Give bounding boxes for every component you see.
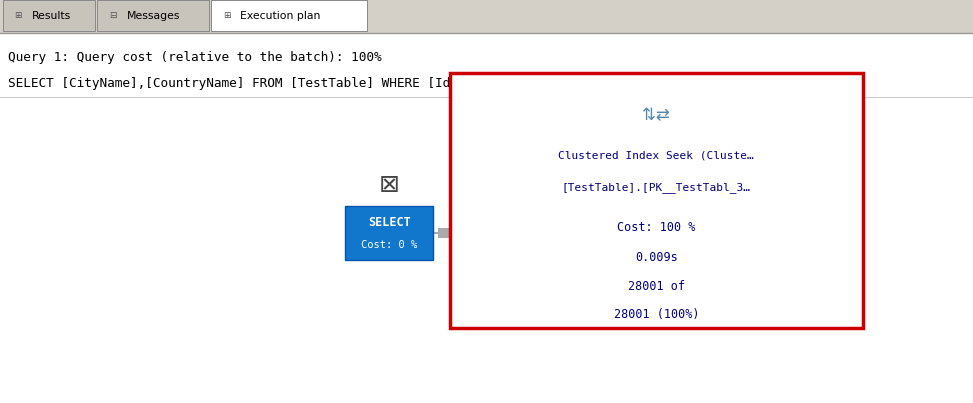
FancyBboxPatch shape	[438, 228, 450, 238]
FancyBboxPatch shape	[97, 0, 209, 31]
FancyBboxPatch shape	[3, 0, 95, 31]
Text: Messages: Messages	[126, 11, 180, 21]
FancyBboxPatch shape	[0, 33, 973, 403]
Text: Clustered Index Seek (Cluste…: Clustered Index Seek (Cluste…	[559, 150, 754, 160]
Text: 0.009s: 0.009s	[635, 251, 677, 264]
Text: ⊞: ⊞	[223, 11, 231, 20]
Text: ⇅⇄: ⇅⇄	[642, 106, 670, 124]
FancyBboxPatch shape	[211, 0, 367, 31]
Text: 28001 of: 28001 of	[628, 280, 685, 293]
Text: ⊠: ⊠	[378, 173, 400, 197]
FancyBboxPatch shape	[450, 73, 863, 328]
Text: [TestTable].[PK__TestTabl_3…: [TestTable].[PK__TestTabl_3…	[561, 182, 751, 193]
FancyBboxPatch shape	[0, 0, 973, 33]
Text: Cost: 100 %: Cost: 100 %	[617, 221, 696, 234]
Text: Results: Results	[32, 11, 71, 21]
Text: 28001 (100%): 28001 (100%)	[614, 308, 699, 321]
Text: Query 1: Query cost (relative to the batch): 100%: Query 1: Query cost (relative to the bat…	[8, 51, 381, 64]
Text: Execution plan: Execution plan	[240, 11, 321, 21]
FancyBboxPatch shape	[345, 206, 433, 260]
Text: Cost: 0 %: Cost: 0 %	[361, 240, 417, 250]
Text: ⊞: ⊞	[15, 11, 22, 20]
Text: SELECT: SELECT	[368, 216, 411, 229]
Text: SELECT [CityName],[CountryName] FROM [TestTable] WHERE [Id]>=@1 AND [Id]<=@2: SELECT [CityName],[CountryName] FROM [Te…	[8, 77, 588, 90]
Text: ⊟: ⊟	[109, 11, 117, 20]
